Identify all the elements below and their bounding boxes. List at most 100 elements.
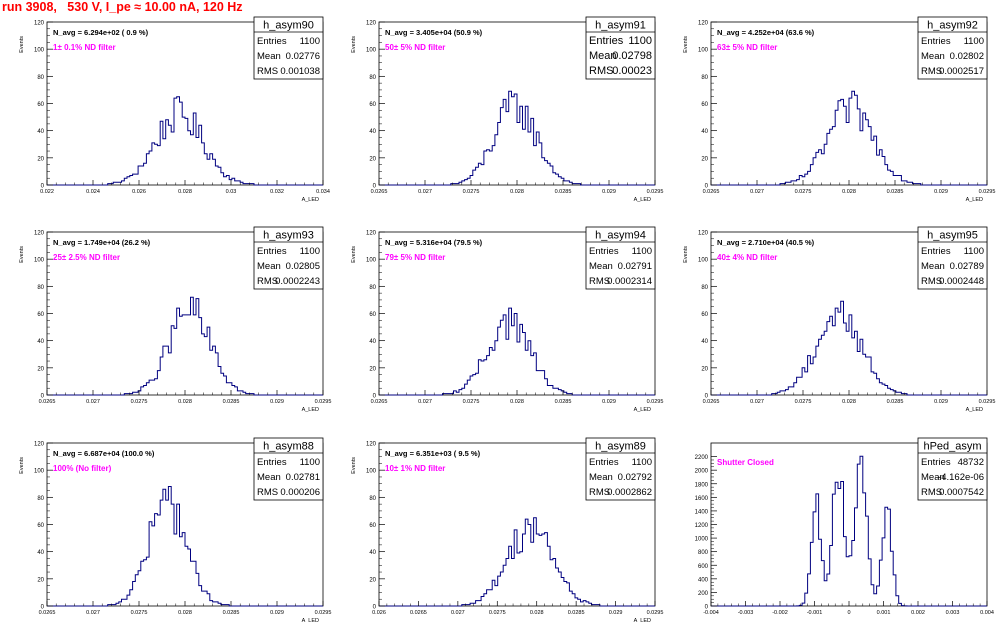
y-tick-label: 120 xyxy=(698,231,709,237)
y-axis-title: Events xyxy=(351,246,357,263)
y-tick-label: 1800 xyxy=(695,482,709,488)
filter-label: 63± 5% ND filter xyxy=(717,43,777,52)
x-tick-label: 0.026 xyxy=(132,189,146,195)
stats-label: RMS xyxy=(257,487,278,498)
stats-label: RMS xyxy=(921,487,942,498)
stats-value: 0.00023 xyxy=(612,65,652,77)
stats-label: Mean xyxy=(921,261,945,272)
y-tick-label: 1000 xyxy=(695,537,709,543)
x-tick-label: 0.029 xyxy=(270,610,284,616)
stats-label: Entries xyxy=(921,246,951,257)
y-tick-label: 2200 xyxy=(695,455,709,461)
stats-value: -4.162e-06 xyxy=(938,472,984,483)
y-tick-label: 0 xyxy=(705,394,709,400)
x-tick-label: 0.0285 xyxy=(568,610,585,616)
stats-label: RMS xyxy=(589,65,613,77)
y-tick-label: 800 xyxy=(698,550,709,556)
x-tick-label: 0.027 xyxy=(750,399,764,405)
x-tick-label: 0.029 xyxy=(934,399,948,405)
stats-value: 0.001038 xyxy=(280,66,320,77)
y-tick-label: 40 xyxy=(369,129,376,135)
histogram-name: h_asym94 xyxy=(595,230,646,242)
x-tick-label: 0.0295 xyxy=(647,189,664,195)
y-tick-label: 40 xyxy=(37,339,44,345)
y-tick-label: 60 xyxy=(701,312,708,318)
stats-label: Entries xyxy=(589,246,619,257)
panel-h_asym95: 0 20 40 60 80 100 120 0.0265 0.027 0.0275 0.028 0.0… xyxy=(683,226,996,413)
x-axis-title: A_LED xyxy=(634,197,651,203)
histogram-name: h_asym92 xyxy=(927,20,978,32)
x-tick-label: 0.027 xyxy=(86,399,100,405)
stats-value: 1100 xyxy=(964,246,984,257)
stats-value: 0.02798 xyxy=(612,50,652,62)
x-tick-label: 0.002 xyxy=(911,610,925,616)
x-tick-label: 0.028 xyxy=(178,399,192,405)
filter-label: 79± 5% ND filter xyxy=(385,253,445,262)
y-tick-label: 1400 xyxy=(695,509,709,515)
y-tick-label: 60 xyxy=(37,523,44,529)
stats-value: 0.02791 xyxy=(618,261,652,272)
y-tick-label: 60 xyxy=(369,102,376,108)
x-axis-title: A_LED xyxy=(966,197,983,203)
y-tick-label: 100 xyxy=(34,48,45,54)
stats-value: 1100 xyxy=(628,35,652,47)
stats-value: 1100 xyxy=(632,246,652,257)
panel-h_asym88: 0 20 40 60 80 100 120 0.0265 0.027 0.0275 0.028 0.0… xyxy=(19,437,331,622)
x-tick-label: 0.0285 xyxy=(555,399,572,405)
x-tick-label: 0.027 xyxy=(750,189,764,195)
x-tick-label: 0.027 xyxy=(418,399,432,405)
x-tick-label: 0.034 xyxy=(316,189,330,195)
x-tick-label: 0.032 xyxy=(270,189,284,195)
x-tick-label: 0.028 xyxy=(178,189,192,195)
filter-label: 25± 2.5% ND filter xyxy=(53,253,120,262)
y-tick-label: 60 xyxy=(369,312,376,318)
histogram-line xyxy=(711,90,987,186)
y-tick-label: 60 xyxy=(369,523,376,529)
stats-value: 1100 xyxy=(300,36,320,47)
x-tick-label: 0.029 xyxy=(602,399,616,405)
x-tick-label: 0.0275 xyxy=(131,399,148,405)
x-axis-title: A_LED xyxy=(966,407,983,413)
stats-label: Entries xyxy=(257,457,287,468)
panel-h_asym92: 0 20 40 60 80 100 120 0.0265 0.027 0.0275 0.028 0.0… xyxy=(683,16,996,203)
filter-label: 50± 5% ND filter xyxy=(385,43,445,52)
y-tick-label: 100 xyxy=(698,48,709,54)
stats-label: Entries xyxy=(589,35,624,47)
y-tick-label: 120 xyxy=(698,21,709,27)
y-tick-label: 80 xyxy=(369,75,376,81)
y-tick-label: 60 xyxy=(37,102,44,108)
y-tick-label: 120 xyxy=(34,21,45,27)
y-tick-label: 60 xyxy=(37,312,44,318)
stats-value: 1100 xyxy=(300,457,320,468)
stats-label: Mean xyxy=(257,261,281,272)
y-tick-label: 40 xyxy=(37,129,44,135)
x-tick-label: 0.0265 xyxy=(371,189,388,195)
x-tick-label: 0.027 xyxy=(86,610,100,616)
stats-label: Mean xyxy=(589,50,617,62)
navg-label: N_avg = 4.252e+04 (63.6 %) xyxy=(717,28,815,37)
y-tick-label: 40 xyxy=(369,339,376,345)
stats-box xyxy=(585,16,656,80)
navg-label: N_avg = 6.351e+03 ( 9.5 %) xyxy=(385,449,481,458)
stats-value: 0.02789 xyxy=(950,261,984,272)
x-tick-label: 0.028 xyxy=(510,399,524,405)
y-tick-label: 20 xyxy=(701,156,708,162)
y-tick-label: 80 xyxy=(37,285,44,291)
stats-box xyxy=(917,437,988,501)
x-tick-label: 0.0285 xyxy=(223,399,240,405)
x-tick-label: 0.0295 xyxy=(979,399,996,405)
x-tick-label: 0.026 xyxy=(372,610,386,616)
x-tick-label: 0.0265 xyxy=(703,189,720,195)
histogram-name: h_asym88 xyxy=(263,441,314,453)
y-tick-label: 20 xyxy=(37,366,44,372)
stats-value: 0.02792 xyxy=(618,472,652,483)
y-tick-label: 120 xyxy=(366,231,377,237)
y-axis-title: Events xyxy=(683,36,689,53)
y-tick-label: 120 xyxy=(34,231,45,237)
x-tick-label: 0.0295 xyxy=(979,189,996,195)
y-tick-label: 40 xyxy=(369,550,376,556)
filter-label: 1± 0.1% ND filter xyxy=(53,43,116,52)
histogram-name: h_asym93 xyxy=(263,230,314,242)
y-tick-label: 80 xyxy=(37,496,44,502)
